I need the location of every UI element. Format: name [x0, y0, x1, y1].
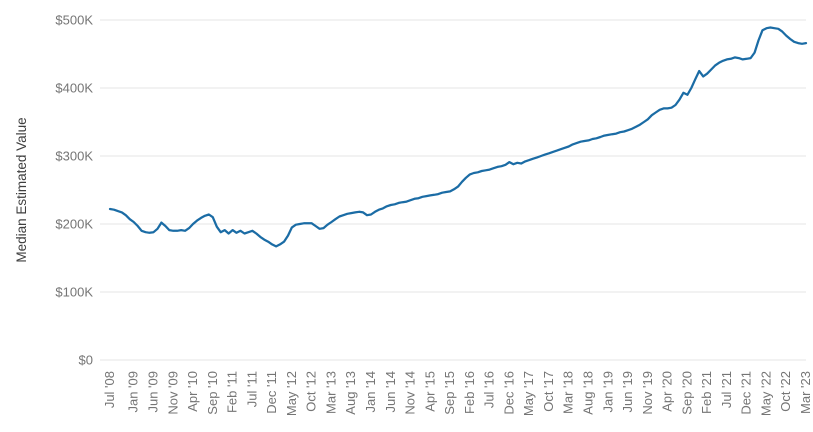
x-tick-label: Jan '09 [126, 371, 141, 413]
x-tick-label: Nov '14 [403, 371, 418, 415]
x-tick-label: Aug '13 [343, 371, 358, 415]
y-tick-label: $500K [55, 13, 93, 28]
x-tick-label: Apr '20 [660, 371, 675, 412]
x-tick-label: Apr '10 [185, 371, 200, 412]
x-tick-label: Mar '13 [323, 371, 338, 414]
x-tick-label: Nov '19 [640, 371, 655, 415]
x-tick-label: Oct '12 [304, 371, 319, 412]
y-tick-label: $100K [55, 285, 93, 300]
x-tick-label: Dec '16 [501, 371, 516, 415]
x-tick-label: Sep '10 [205, 371, 220, 415]
x-tick-label: Feb '16 [462, 371, 477, 414]
gridlines [100, 19, 806, 361]
x-axis-tick-labels: Jul '08 Jan '09 Jun '09 Nov '09 Apr '10 Sep '… [102, 371, 813, 416]
x-tick-label: Jul '08 [102, 371, 117, 408]
x-tick-label: Jun '19 [620, 371, 635, 413]
x-tick-label: May '22 [758, 371, 773, 416]
y-axis-title: Median Estimated Value [14, 117, 29, 262]
x-tick-label: May '17 [521, 371, 536, 416]
value-line-series [108, 26, 808, 248]
x-tick-label: Apr '15 [422, 371, 437, 412]
x-tick-label: Jun '09 [146, 371, 161, 413]
x-tick-label: Dec '11 [264, 371, 279, 414]
x-tick-label: Jul '11 [244, 371, 259, 407]
x-tick-label: Oct '17 [541, 371, 556, 412]
x-tick-label: Oct '22 [778, 371, 793, 412]
x-tick-label: Jul '16 [482, 371, 497, 408]
y-tick-label: $0 [79, 353, 93, 368]
y-tick-label: $400K [55, 81, 93, 96]
y-tick-label: $300K [55, 149, 93, 164]
x-tick-label: May '12 [284, 371, 299, 416]
y-tick-label: $200K [55, 217, 93, 232]
x-tick-label: Mar '23 [798, 371, 813, 414]
x-tick-label: Dec '21 [739, 371, 754, 415]
x-tick-label: Sep '15 [442, 371, 457, 415]
x-tick-label: Jul '21 [719, 371, 734, 408]
x-tick-label: Nov '09 [165, 371, 180, 415]
x-tick-label: Aug '18 [581, 371, 596, 415]
x-tick-label: Feb '11 [225, 371, 240, 413]
x-tick-label: Jan '19 [600, 371, 615, 413]
x-tick-label: Sep '20 [679, 371, 694, 415]
x-tick-label: Jun '14 [383, 371, 398, 413]
x-tick-label: Feb '21 [699, 371, 714, 414]
y-axis-tick-labels: $0 $100K $200K $300K $400K $500K [55, 13, 93, 368]
x-tick-label: Jan '14 [363, 371, 378, 413]
x-tick-label: Mar '18 [561, 371, 576, 414]
